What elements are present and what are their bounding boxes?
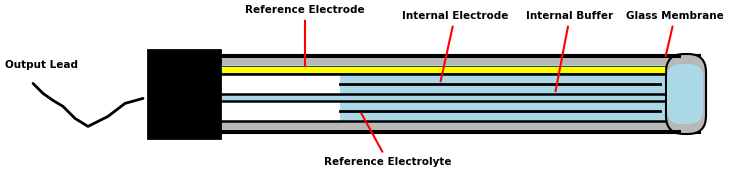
Text: Reference Electrolyte: Reference Electrolyte bbox=[324, 114, 452, 167]
Text: Internal Buffer: Internal Buffer bbox=[526, 11, 614, 91]
Text: Reference Electrode: Reference Electrode bbox=[245, 5, 364, 66]
Text: Output Lead: Output Lead bbox=[5, 60, 78, 70]
FancyBboxPatch shape bbox=[666, 54, 706, 134]
Bar bbox=[220, 130, 681, 133]
Bar bbox=[220, 65, 667, 123]
Bar bbox=[220, 74, 340, 94]
FancyBboxPatch shape bbox=[667, 64, 703, 124]
Bar bbox=[220, 66, 665, 73]
Bar bbox=[220, 55, 681, 58]
Text: Glass Membrane: Glass Membrane bbox=[626, 11, 724, 56]
Bar bbox=[220, 55, 700, 133]
Text: Internal Electrode: Internal Electrode bbox=[402, 11, 508, 81]
Bar bbox=[148, 50, 220, 138]
Bar bbox=[220, 101, 340, 121]
